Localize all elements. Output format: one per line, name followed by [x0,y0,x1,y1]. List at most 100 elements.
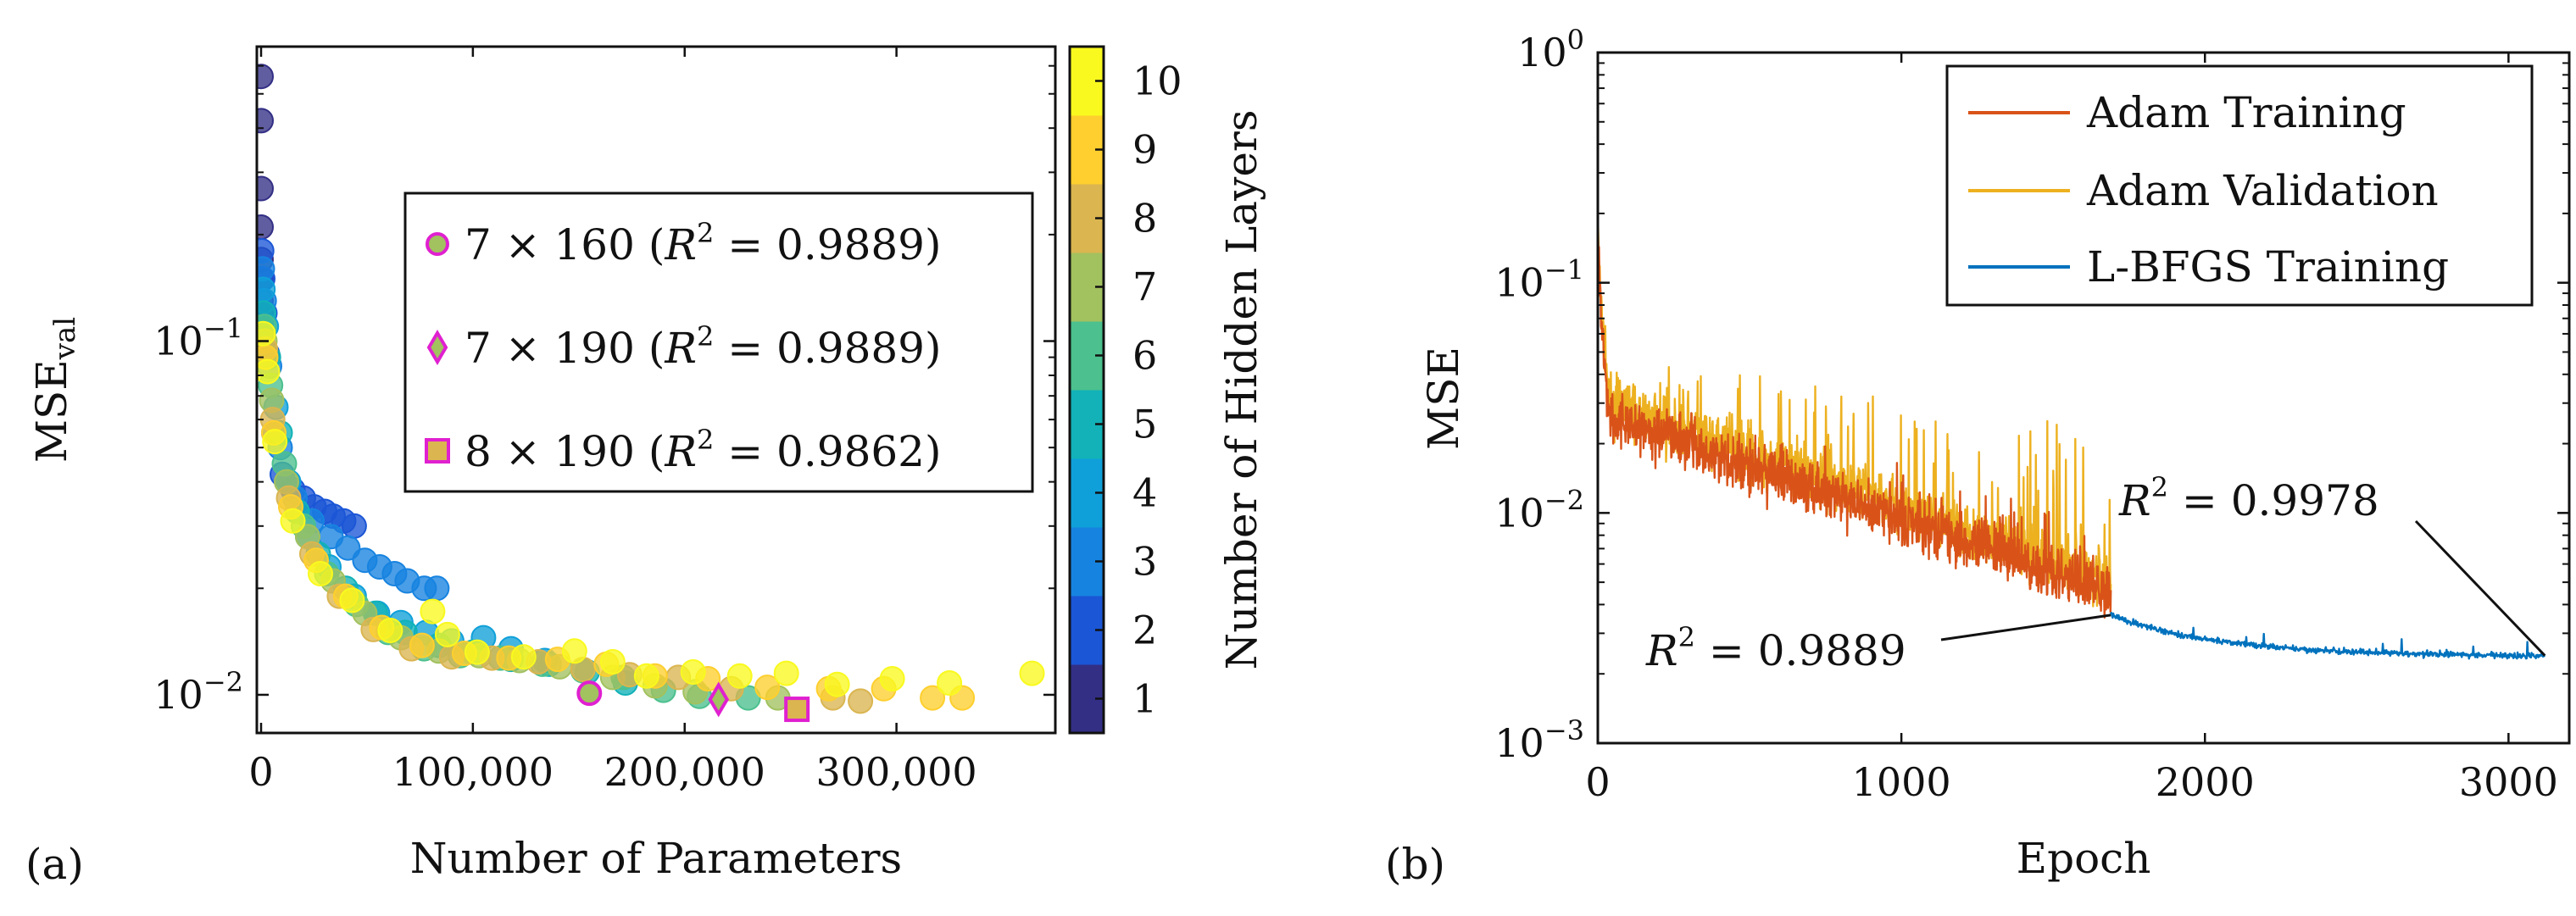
legend-1-layers: 7 [465,220,492,269]
x-tick-label-a-3: 300,000 [815,749,976,795]
legend-b-label-2: Adam Validation [2086,166,2439,215]
annotation-adam-leader [1940,613,2111,641]
scatter-point-l8-15 [848,688,874,714]
y-axis-label-a-main: MSE [27,359,76,463]
y-axis-label-b: MSE [1419,347,1468,450]
plot-area-frame-a [255,45,1057,735]
scatter-point-l9-13 [754,675,781,701]
legend-1-neurons: 160 [554,220,635,269]
colorbar-tick-label-9: 9 [1132,127,1157,173]
ann1-exp: 2 [1678,621,1695,653]
highlight-point-circle [576,680,603,707]
y-axis-label-a: MSEval [27,317,82,463]
x-axis-label-a: Number of Parameters [410,834,902,883]
plot-area-frame-b [1596,51,2571,745]
y-tick-label-b-0: 10−3 [1494,714,1584,766]
x-tick-label-b-0: 0 [1585,759,1610,805]
x-axis-ticks-a: 0 100,000 200,000 300,000 [248,47,977,795]
colorbar-tick-label-6: 6 [1132,333,1157,379]
legend-2-neurons: 190 [554,324,635,373]
colorbar: 1 2 3 4 5 6 7 8 9 10 [1070,47,1182,734]
x-tick-label-a-1: 100,000 [392,749,554,795]
legend-a: 7 × 160 (R2 = 0.9889) 7 × 190 (R2 = 0.98… [403,192,1034,493]
scatter-point-l10-16 [773,660,799,686]
x-tick-label-a-2: 200,000 [604,749,765,795]
colorbar-tick-label-8: 8 [1132,196,1157,241]
annotation-lbfgs: R2 = 0.9978 [2118,471,2546,657]
x-tick-label-b-2: 2000 [2156,759,2255,805]
legend-2-layers: 7 [465,324,492,373]
legend-entry-1: 7 × 160 (R2 = 0.9889) [465,217,942,269]
legend-1-r2: 0.9889 [776,220,925,269]
colorbar-tick-label-5: 5 [1132,402,1157,447]
legend-3-layers: 8 [465,427,492,476]
legend-3-neurons: 190 [554,427,635,476]
legend-marker-square [425,438,450,464]
scatter-point-l10-8 [434,621,460,647]
series-lbfgs-training [2110,612,2546,660]
scatter-point-l10-3 [280,508,306,534]
colorbar-tick-label-7: 7 [1132,264,1157,310]
annotation-lbfgs-leader [2414,519,2546,657]
legend-2-r2: 0.9889 [776,324,925,373]
annotation-adam: R2 = 0.9889 [1645,613,2111,675]
scatter-point-l10-20 [1019,660,1045,686]
scatter-point-l10-4 [308,561,333,586]
scatter-point-l9-6 [409,632,435,658]
y-tick-label-b-1: 10−2 [1494,484,1584,536]
scatter-point-l1-2 [257,175,274,202]
scatter-point-l3-7 [335,535,361,561]
scatter-point-l10-1 [257,358,281,385]
legend-marker-circle [426,232,449,256]
ann2-r: R [2118,476,2151,525]
highlighted-points-group [576,680,810,723]
colorbar-tick-label-2: 2 [1132,608,1157,653]
colorbar-tick-label-1: 1 [1132,676,1157,722]
panel-a: 0 100,000 200,000 300,000 10−2 10−1 Number o… [25,45,1266,889]
colorbar-label: Number of Hidden Layers [1217,110,1266,670]
scatter-point-l10-19 [937,670,963,696]
legend-b: Adam Training Adam Validation L-BFGS Tra… [1945,64,2534,307]
scatter-point-l10-14 [680,659,706,685]
y-axis-label-b-text: MSE [1419,347,1468,450]
series-adam-training [1598,212,2112,619]
y-axis-ticks-b: 10−3 10−2 10−1 100 [1494,24,2569,766]
x-tick-label-b-1: 1000 [1852,759,1951,805]
colorbar-tick-label-4: 4 [1132,470,1157,516]
legend-marker-diamond [426,330,448,365]
scatter-point-l4-0 [257,276,276,303]
legend-a-box [403,192,1034,493]
highlight-point-square [784,697,810,723]
ann2-exp: 2 [2151,471,2168,503]
y-tick-label-a-1: 10−1 [153,313,243,364]
panel-label-b: (b) [1385,840,1445,889]
legend-b-label-1: Adam Training [2086,88,2406,137]
scatter-point-l10-6 [377,618,403,643]
y-tick-label-a-0: 10−2 [153,666,243,718]
x-tick-label-b-3: 3000 [2459,759,2558,805]
scatter-point-l10-9 [464,639,490,665]
ann2-value: = 0.9978 [2168,476,2379,525]
line-series-group [1598,212,2546,660]
highlight-point-diamond [708,681,730,718]
scatter-point-l10-15 [726,663,753,689]
colorbar-frame [1068,45,1105,735]
scatter-point-l1-0 [257,64,274,90]
y-tick-label-b-3: 100 [1517,24,1584,75]
colorbar-tick-label-10: 10 [1132,58,1182,104]
svg-text:MSEval: MSEval [27,317,82,463]
scatter-point-l10-10 [510,644,537,670]
scatter-point-l9-16 [920,685,946,711]
y-tick-label-b-2: 10−1 [1494,254,1584,306]
colorbar-tick-label-3: 3 [1132,539,1157,585]
scatter-point-l10-13 [633,663,659,689]
scatter-point-l2-12 [341,513,367,539]
legend-3-r2: 0.9862 [776,427,925,476]
y-axis-label-a-sub: val [48,317,82,360]
scatter-point-l10-2 [262,429,288,455]
scatter-point-l10-7 [420,598,446,625]
scatter-point-l10-11 [561,638,587,664]
x-axis-ticks-b: 0 1000 2000 3000 [1585,53,2558,805]
